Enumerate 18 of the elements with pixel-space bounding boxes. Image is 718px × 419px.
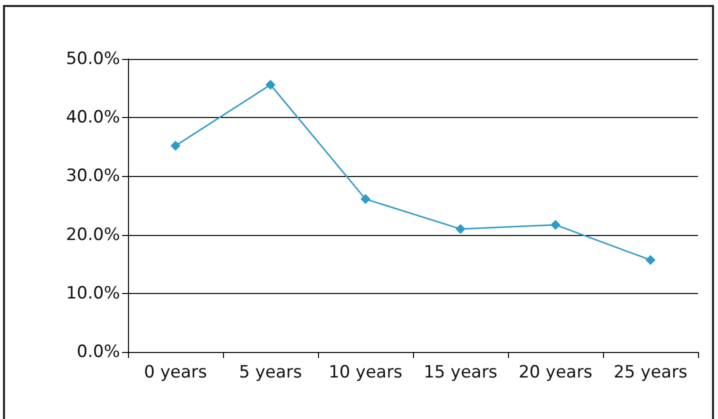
y-tick-label: 10.0% [66,283,120,304]
point [360,194,370,204]
y-tick-label: 0.0% [76,342,120,362]
y-tick-label: 50.0% [66,49,120,69]
point [170,140,180,151]
y-tick-label: 40.0% [66,108,120,128]
x-tick-label: 25 years [614,362,688,382]
point [456,224,466,234]
y-tick-label: 30.0% [66,166,120,186]
point [646,255,656,265]
x-tick-label: 5 years [238,362,302,382]
x-tick-label: 15 years [424,362,498,382]
point [266,80,276,90]
y-tick-label: 20.0% [66,224,120,245]
point [550,220,560,230]
x-tick-label: 10 years [328,362,403,382]
x-tick-label: 20 years [518,362,593,382]
x-tick-label: 0 years [144,362,208,382]
